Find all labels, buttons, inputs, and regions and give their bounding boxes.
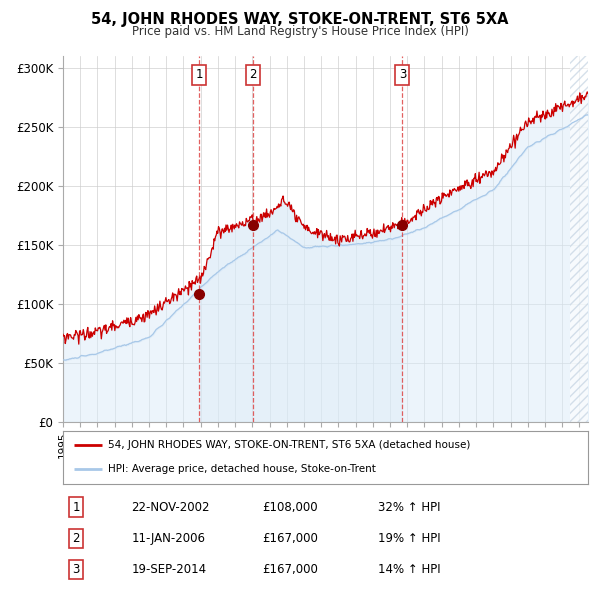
- Text: 19% ↑ HPI: 19% ↑ HPI: [378, 532, 440, 545]
- Text: 1: 1: [73, 501, 80, 514]
- Text: 2: 2: [73, 532, 80, 545]
- Text: 54, JOHN RHODES WAY, STOKE-ON-TRENT, ST6 5XA: 54, JOHN RHODES WAY, STOKE-ON-TRENT, ST6…: [91, 12, 509, 27]
- Text: £108,000: £108,000: [263, 501, 318, 514]
- Text: HPI: Average price, detached house, Stoke-on-Trent: HPI: Average price, detached house, Stok…: [107, 464, 376, 474]
- Text: 54, JOHN RHODES WAY, STOKE-ON-TRENT, ST6 5XA (detached house): 54, JOHN RHODES WAY, STOKE-ON-TRENT, ST6…: [107, 440, 470, 450]
- Text: 3: 3: [399, 68, 406, 81]
- Text: 1: 1: [195, 68, 203, 81]
- Text: 32% ↑ HPI: 32% ↑ HPI: [378, 501, 440, 514]
- Text: 19-SEP-2014: 19-SEP-2014: [131, 563, 206, 576]
- Text: 11-JAN-2006: 11-JAN-2006: [131, 532, 205, 545]
- Text: £167,000: £167,000: [263, 563, 319, 576]
- Text: £167,000: £167,000: [263, 532, 319, 545]
- Text: 2: 2: [249, 68, 257, 81]
- Text: Price paid vs. HM Land Registry's House Price Index (HPI): Price paid vs. HM Land Registry's House …: [131, 25, 469, 38]
- Text: 22-NOV-2002: 22-NOV-2002: [131, 501, 210, 514]
- Text: 3: 3: [73, 563, 80, 576]
- Text: 14% ↑ HPI: 14% ↑ HPI: [378, 563, 440, 576]
